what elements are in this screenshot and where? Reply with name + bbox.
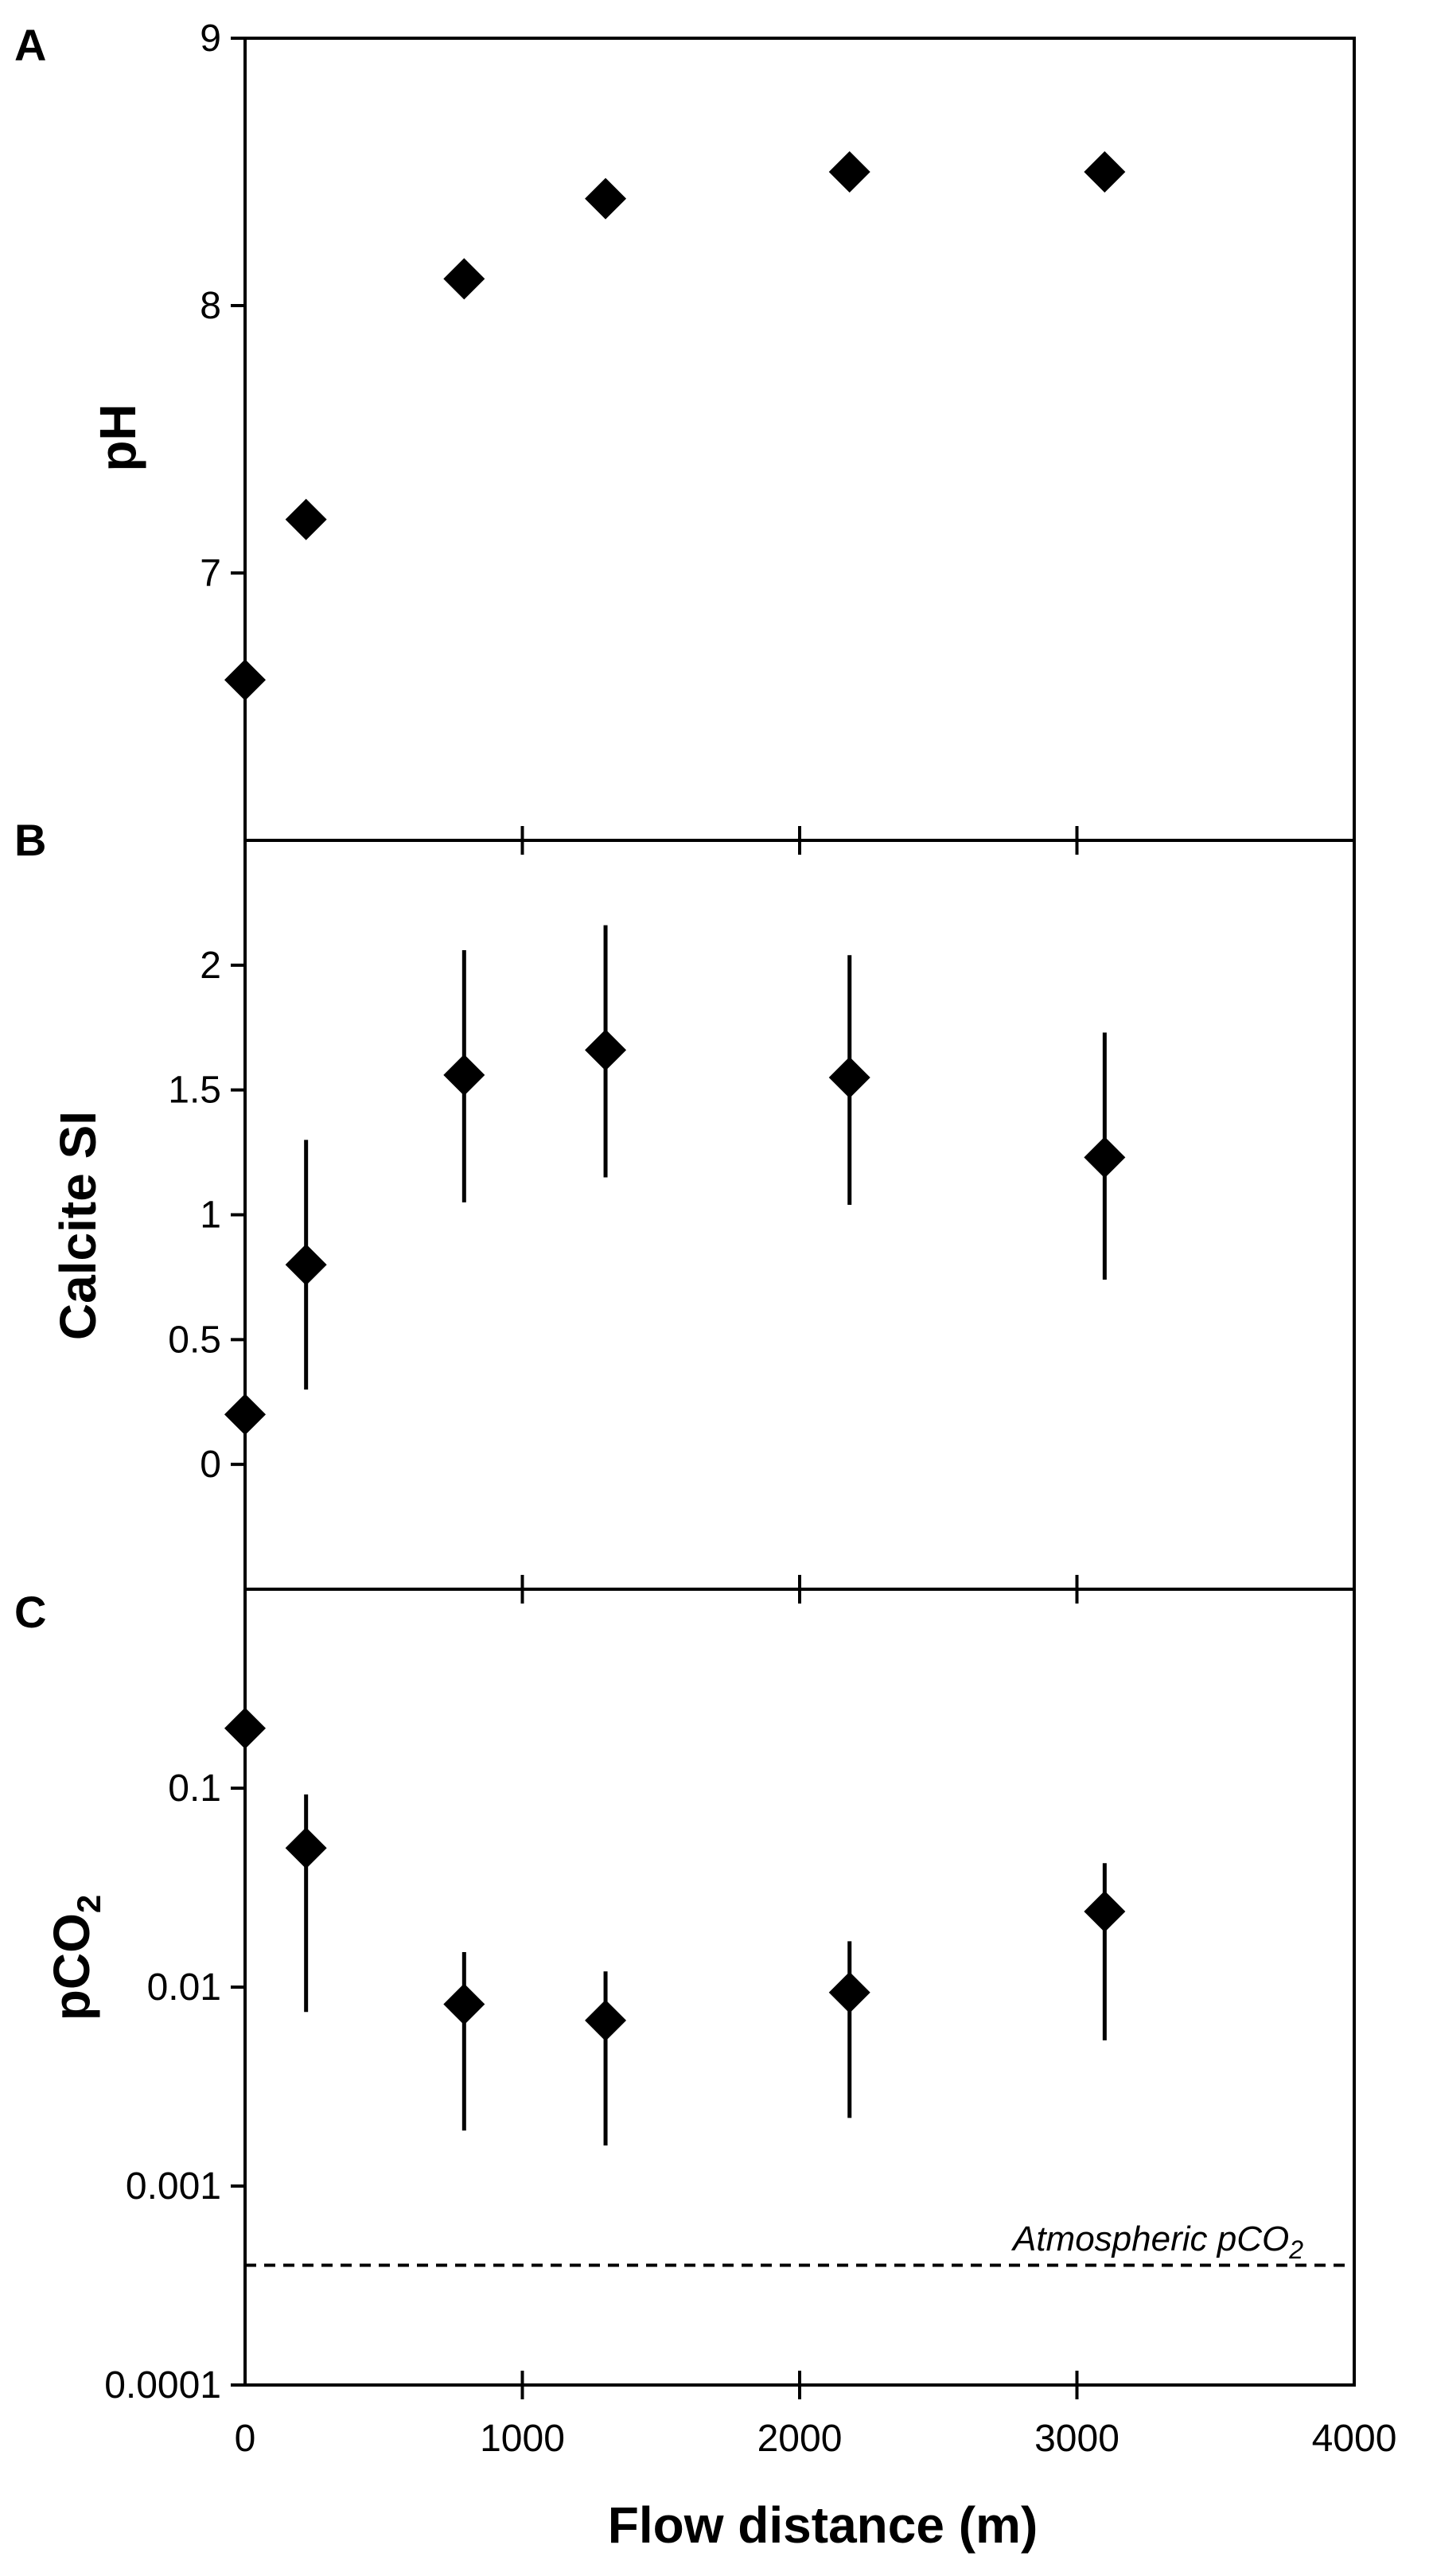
panel-b-y-tick-label: 1 — [200, 1194, 221, 1237]
panel-c-y-tick-label: 0.01 — [147, 1966, 221, 2009]
panel-b-y-tick-label: 1.5 — [168, 1070, 221, 1112]
panel-c-y-tick-label: 0.001 — [126, 2165, 221, 2208]
panel-a-y-axis-title: pH — [89, 403, 146, 471]
chart-marks: 7 8 9 0 0.5 1 1.5 2 0.0001 0.001 0.01 0.1 0 1000 2000 3… — [104, 18, 1396, 2460]
panel-a-y-tick-label: 9 — [200, 18, 221, 60]
panel-a-data-point — [285, 498, 327, 540]
panel-b-data-point — [828, 1056, 870, 1098]
panel-b-data-point — [1084, 1136, 1126, 1179]
x-axis-title: Flow distance (m) — [608, 2496, 1038, 2554]
x-tick-label: 1000 — [480, 2418, 565, 2460]
panel-c-y-axis-title: pCO2 — [43, 1895, 107, 2021]
x-tick-label: 3000 — [1034, 2418, 1120, 2460]
panel-c-data-point — [1084, 1890, 1126, 1932]
panel-c-y-axis-title-main: pCO — [43, 1913, 100, 2021]
panel-letter-b: B — [14, 815, 46, 865]
panel-a-data-point — [443, 258, 485, 300]
panel-c-data-point — [585, 1999, 627, 2041]
panel-a-data-point — [828, 151, 870, 193]
panel-a-data-point — [224, 659, 266, 701]
panel-a-data-point — [1084, 151, 1126, 193]
x-tick-label: 4000 — [1312, 2418, 1397, 2460]
atmospheric-pco2-label-main: Atmospheric pCO — [1010, 2219, 1289, 2258]
panel-b-frame — [243, 839, 1356, 1591]
panel-a-data-point — [585, 177, 627, 220]
panel-b-y-tick-label: 0 — [200, 1444, 221, 1486]
x-tick-label: 2000 — [757, 2418, 843, 2460]
x-tick-label: 0 — [235, 2418, 256, 2460]
panel-b-y-tick-label: 2 — [200, 945, 221, 987]
atmospheric-pco2-label-sub: 2 — [1288, 2235, 1303, 2264]
panel-b-data-point — [285, 1244, 327, 1286]
panel-a-y-tick-label: 8 — [200, 285, 221, 327]
panel-c-data-point — [224, 1707, 266, 1749]
panel-a-frame — [243, 37, 1356, 842]
panel-c-data-point — [285, 1827, 327, 1869]
panel-b-data-point — [224, 1393, 266, 1436]
panel-b-y-axis-title: Calcite SI — [49, 1111, 107, 1340]
panel-a-y-tick-label: 7 — [200, 552, 221, 594]
panel-letter-c: C — [14, 1587, 46, 1637]
panel-c-y-tick-label: 0.0001 — [104, 2364, 221, 2406]
panel-letter-a: A — [14, 20, 46, 70]
panel-c-y-tick-label: 0.1 — [168, 1767, 221, 1810]
panel-b-data-point — [585, 1029, 627, 1071]
atmospheric-pco2-label: Atmospheric pCO2 — [1010, 2219, 1303, 2264]
panel-c-y-axis-title-sub: 2 — [70, 1895, 107, 1913]
panel-b-data-point — [443, 1054, 485, 1096]
panel-b-y-tick-label: 0.5 — [168, 1319, 221, 1361]
panel-c-data-point — [828, 1971, 870, 2013]
panel-c-data-point — [443, 1983, 485, 2025]
